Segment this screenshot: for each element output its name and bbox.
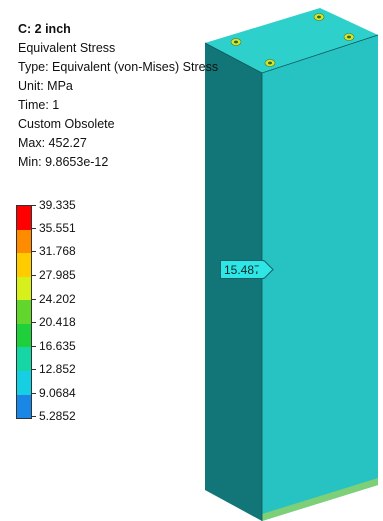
legend-band-3 [17,253,31,277]
legend-tick [31,205,36,206]
legend-band-8 [17,370,31,395]
legend-tick [31,299,36,300]
legend-tick [31,228,36,229]
bolt-core-icon [347,35,351,39]
legend-band-5 [17,300,31,324]
bolt-core-icon [234,40,238,44]
result-info-panel: C: 2 inch Equivalent Stress Type: Equiva… [18,20,218,172]
block-bottom-edge [262,478,378,521]
block-front-face[interactable] [262,35,378,521]
legend-color-bar [16,205,32,419]
bolt-core-icon [268,61,272,65]
legend-label-8: 12.852 [39,362,76,376]
legend-tick [31,322,36,323]
legend-tick [31,416,36,417]
result-name: Equivalent Stress [18,41,116,55]
legend-label-4: 27.985 [39,268,76,282]
legend-tick [31,346,36,347]
legend-label-10: 5.2852 [39,409,76,423]
legend-band-7 [17,347,31,371]
legend-band-4 [17,276,31,301]
legend-tick [31,251,36,252]
result-time: Time: 1 [18,98,60,112]
legend-label-1: 39.335 [39,198,76,212]
result-min: Min: 9.8653e-12 [18,155,109,169]
legend-band-1 [17,206,31,230]
block-side-face[interactable] [205,43,262,521]
result-max: Max: 452.27 [18,136,87,150]
result-type: Type: Equivalent (von-Mises) Stress [18,60,219,74]
legend-band-9 [17,394,31,419]
legend-band-2 [17,229,31,254]
legend-label-3: 31.768 [39,244,76,258]
legend-tick [31,369,36,370]
result-status: Custom Obsolete [18,117,115,131]
legend-band-6 [17,323,31,348]
result-unit: Unit: MPa [18,79,73,93]
bolt-core-icon [317,15,321,19]
block-top-face[interactable] [205,8,378,73]
legend-label-5: 24.202 [39,292,76,306]
legend-label-2: 35.551 [39,221,76,235]
legend-label-7: 16.635 [39,339,76,353]
legend-tick [31,393,36,394]
legend-label-6: 20.418 [39,315,76,329]
legend-label-9: 9.0684 [39,386,76,400]
probe-value-label[interactable]: 15.487 [220,260,264,279]
legend-tick [31,275,36,276]
result-title: C: 2 inch [18,22,71,36]
